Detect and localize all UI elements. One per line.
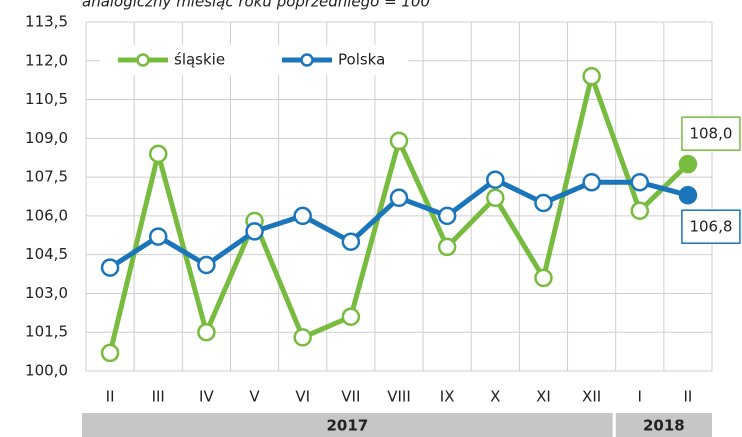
y-tick-label: 107,5: [25, 168, 68, 186]
data-point: [582, 173, 601, 192]
value-label-box: [681, 116, 741, 151]
year-label: 2018: [643, 417, 685, 435]
legend-label: śląskie: [174, 51, 225, 69]
y-tick-label: 103,0: [25, 284, 68, 302]
data-point: [389, 188, 409, 208]
y-tick-label: 109,0: [25, 129, 68, 147]
data-point: [437, 237, 457, 257]
year-band: [82, 413, 613, 437]
x-tick-label: II: [106, 388, 115, 406]
y-tick-label: 106,0: [25, 206, 68, 224]
x-tick-label: VI: [295, 388, 310, 406]
legend-marker: [136, 53, 150, 67]
x-tick-label: IV: [199, 388, 214, 406]
y-tick-label: 110,5: [25, 90, 68, 108]
data-point: [486, 170, 505, 189]
value-label: 106,8: [689, 218, 732, 236]
x-tick-label: VIII: [387, 388, 411, 406]
y-tick-label: 113,5: [25, 13, 68, 31]
chart-subtitle: analogiczny miesiąc roku poprzedniego = …: [82, 0, 430, 11]
y-tick-label: 104,5: [25, 245, 68, 263]
data-point: [197, 255, 216, 275]
data-point: [197, 322, 216, 342]
year-band: [615, 413, 712, 437]
data-point: [148, 144, 168, 164]
data-point: [534, 268, 553, 288]
legend-label: Polska: [338, 51, 385, 69]
legend-marker: [300, 53, 314, 67]
x-tick-label: IX: [440, 388, 455, 406]
y-tick-label: 100,0: [25, 362, 68, 380]
x-tick-label: I: [638, 388, 642, 406]
x-tick-label: XII: [582, 388, 601, 406]
data-point: [437, 206, 457, 226]
value-label: 108,0: [689, 125, 732, 143]
data-point: [389, 131, 409, 151]
data-point: [100, 258, 120, 277]
data-point: [293, 206, 312, 226]
data-point: [100, 343, 120, 363]
data-point: [341, 232, 361, 251]
data-point: [630, 201, 650, 220]
x-tick-label: X: [490, 388, 500, 406]
x-tick-label: V: [249, 388, 260, 406]
year-label: 2017: [326, 417, 368, 435]
x-tick-label: II: [683, 388, 692, 406]
data-point: [582, 67, 601, 86]
data-point: [245, 222, 264, 241]
data-point: [148, 227, 168, 246]
value-label-box: [681, 209, 741, 244]
data-point: [341, 307, 361, 326]
data-point: [678, 185, 698, 205]
data-point: [630, 173, 650, 192]
y-tick-label: 101,5: [25, 323, 68, 341]
data-point: [534, 193, 553, 213]
x-tick-label: III: [152, 388, 165, 406]
data-point: [486, 188, 505, 208]
x-tick-label: XI: [536, 388, 551, 406]
data-point: [293, 328, 312, 347]
data-point: [678, 154, 698, 174]
series-line: [107, 73, 690, 354]
x-tick-label: VII: [341, 388, 360, 406]
y-tick-label: 112,0: [25, 51, 68, 69]
